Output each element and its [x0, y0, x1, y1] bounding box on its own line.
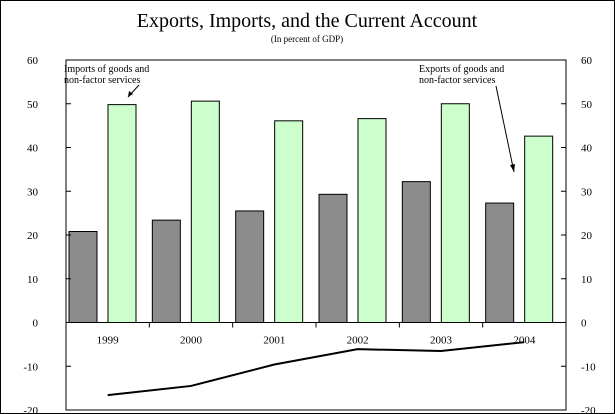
- y-tick-label-right: 10: [581, 274, 593, 286]
- y-tick-label-right: 30: [581, 186, 593, 198]
- y-tick-label-right: 0: [581, 318, 587, 330]
- y-tick-label-right: 40: [581, 143, 593, 155]
- category-label: 2003: [430, 335, 453, 347]
- exports-bar: [318, 193, 348, 323]
- imports-annotation-text: Imports of goods and: [64, 64, 149, 75]
- y-tick-label-left: 30: [27, 186, 39, 198]
- y-tick-label-right: -10: [581, 361, 596, 373]
- y-tick-label-left: -10: [23, 361, 38, 373]
- y-tick-label-right: 20: [581, 230, 593, 242]
- category-label: 2001: [263, 335, 285, 347]
- y-tick-label-left: 60: [27, 55, 39, 67]
- chart-title: Exports, Imports, and the Current Accoun…: [137, 10, 478, 32]
- imports-bar: [190, 100, 220, 323]
- exports-bar: [68, 231, 98, 323]
- category-label: 2000: [180, 335, 203, 347]
- chart-subtitle: (In percent of GDP): [271, 34, 343, 44]
- category-label: 1999: [97, 335, 120, 347]
- exports-annotation-text: non-factor services: [419, 75, 495, 86]
- imports-bar: [107, 104, 137, 323]
- exports-bar: [151, 219, 181, 323]
- y-tick-label-right: 60: [581, 55, 593, 67]
- y-tick-label-right: -20: [581, 405, 596, 414]
- y-tick-label-left: 0: [33, 318, 39, 330]
- imports-bar: [440, 103, 470, 323]
- exports-annotation-text: Exports of goods and: [419, 64, 504, 75]
- exports-bar: [235, 210, 265, 323]
- imports-bar: [524, 135, 554, 323]
- y-tick-label-left: -20: [23, 405, 38, 414]
- exports-bar: [485, 202, 515, 323]
- imports-bar: [357, 118, 387, 323]
- imports-bar: [274, 120, 304, 323]
- exports-annotation-arrowhead: [510, 164, 515, 172]
- category-label: 2004: [513, 335, 536, 347]
- exports-annotation-arrow: [495, 85, 515, 173]
- y-tick-label-left: 50: [27, 99, 39, 111]
- imports-annotation-text: non-factor services: [64, 75, 140, 86]
- y-tick-label-right: 50: [581, 99, 593, 111]
- exports-bar: [401, 181, 431, 323]
- y-tick-label-left: 20: [27, 230, 39, 242]
- y-tick-label-left: 10: [27, 274, 39, 286]
- category-label: 2002: [347, 335, 369, 347]
- imports-annotation-arrowhead: [128, 91, 133, 97]
- current-account-line: [107, 341, 525, 397]
- y-tick-label-left: 40: [27, 143, 39, 155]
